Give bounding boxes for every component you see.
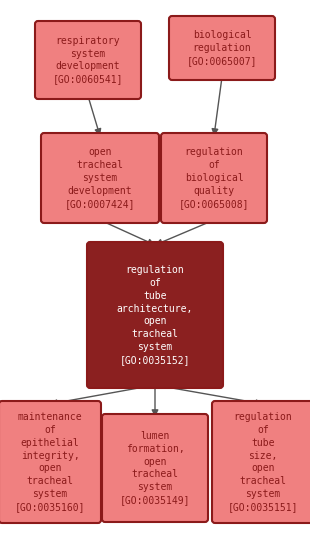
FancyBboxPatch shape	[212, 401, 310, 523]
Text: regulation
of
tube
size,
open
tracheal
system
[GO:0035151]: regulation of tube size, open tracheal s…	[228, 412, 298, 512]
FancyBboxPatch shape	[87, 242, 223, 388]
FancyBboxPatch shape	[169, 16, 275, 80]
Text: respiratory
system
development
[GO:0060541]: respiratory system development [GO:00605…	[53, 36, 123, 84]
FancyBboxPatch shape	[0, 401, 101, 523]
FancyBboxPatch shape	[102, 414, 208, 522]
Text: lumen
formation,
open
tracheal
system
[GO:0035149]: lumen formation, open tracheal system [G…	[120, 431, 190, 505]
Text: regulation
of
biological
quality
[GO:0065008]: regulation of biological quality [GO:006…	[179, 147, 249, 208]
Text: regulation
of
tube
architecture,
open
tracheal
system
[GO:0035152]: regulation of tube architecture, open tr…	[117, 265, 193, 365]
Text: maintenance
of
epithelial
integrity,
open
tracheal
system
[GO:0035160]: maintenance of epithelial integrity, ope…	[15, 412, 85, 512]
FancyBboxPatch shape	[35, 21, 141, 99]
FancyBboxPatch shape	[41, 133, 159, 223]
Text: open
tracheal
system
development
[GO:0007424]: open tracheal system development [GO:000…	[65, 147, 135, 208]
FancyBboxPatch shape	[161, 133, 267, 223]
Text: biological
regulation
[GO:0065007]: biological regulation [GO:0065007]	[187, 30, 257, 66]
